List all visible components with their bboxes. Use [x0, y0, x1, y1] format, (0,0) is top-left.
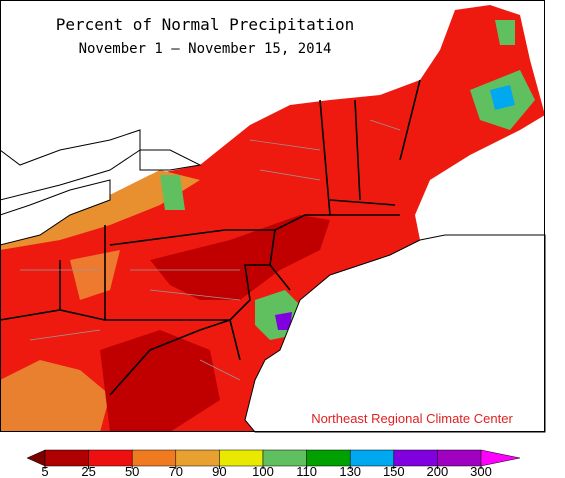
lake: [0, 0, 141, 201]
region-orange: [70, 250, 120, 300]
region-purple: [275, 312, 292, 330]
lake: [139, 149, 202, 171]
region-green: [160, 175, 185, 210]
map-title: Percent of Normal Precipitation: [56, 15, 355, 34]
map: Percent of Normal Precipitation November…: [0, 0, 546, 433]
color-bar-label: 100: [252, 464, 274, 478]
color-bar: 5 25 50 70 90 100 110 130 150 200 300: [26, 449, 521, 478]
color-bar-label: 25: [81, 464, 95, 478]
map-subtitle: November 1 — November 15, 2014: [79, 41, 332, 57]
region-orange: [0, 360, 110, 432]
color-bar-label: 150: [383, 464, 405, 478]
color-bar-label: 130: [339, 464, 361, 478]
color-bar-label: 90: [212, 464, 226, 478]
region-dark-red: [150, 215, 330, 300]
region-orange: [0, 170, 200, 250]
color-bar-label: 50: [125, 464, 139, 478]
land: [0, 5, 545, 432]
map-frame: [0, 0, 545, 432]
color-bar-label: 200: [427, 464, 449, 478]
lake: [0, 179, 111, 246]
color-bar-label: 5: [41, 464, 48, 478]
region-green: [495, 20, 515, 45]
color-bar-over: [480, 449, 521, 467]
region-blue: [490, 85, 515, 110]
county-border: [20, 119, 401, 381]
color-bar-label: 70: [169, 464, 183, 478]
color-bar-label: 110: [296, 464, 317, 478]
color-bar-label: 300: [470, 464, 492, 478]
state-border: [0, 79, 421, 396]
credit: Northeast Regional Climate Center: [311, 411, 513, 426]
region-dark-red: [100, 330, 220, 432]
